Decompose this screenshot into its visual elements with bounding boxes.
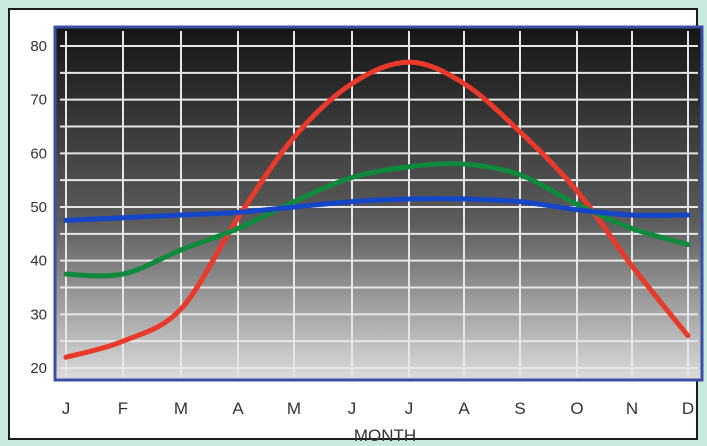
x-tick-label: J [62, 399, 71, 418]
x-tick-label: N [626, 399, 638, 418]
x-tick-label: D [682, 399, 694, 418]
y-axis-ticks: 20 30 40 50 60 70 80 [30, 38, 47, 377]
x-tick-label: S [514, 399, 525, 418]
y-tick-label: 30 [30, 306, 47, 323]
series-lines [63, 59, 691, 360]
x-tick-label: J [348, 399, 357, 418]
x-tick-label: M [287, 399, 301, 418]
y-tick-label: 50 [30, 199, 47, 216]
series-line-2 [63, 161, 691, 279]
x-tick-label: J [405, 399, 414, 418]
y-tick-label: 60 [30, 145, 47, 162]
grid [60, 31, 698, 377]
x-tick-label: F [118, 399, 128, 418]
x-tick-label: M [174, 399, 188, 418]
y-tick-label: 20 [30, 360, 47, 377]
x-axis-label: MONTH [354, 426, 416, 445]
y-tick-label: 40 [30, 253, 47, 270]
series-line-1 [63, 59, 691, 360]
x-tick-label: O [570, 399, 583, 418]
x-tick-label: A [458, 399, 470, 418]
y-tick-label: 70 [30, 92, 47, 109]
y-tick-label: 80 [30, 38, 47, 55]
x-tick-label: A [232, 399, 244, 418]
series-line-3 [63, 196, 691, 223]
